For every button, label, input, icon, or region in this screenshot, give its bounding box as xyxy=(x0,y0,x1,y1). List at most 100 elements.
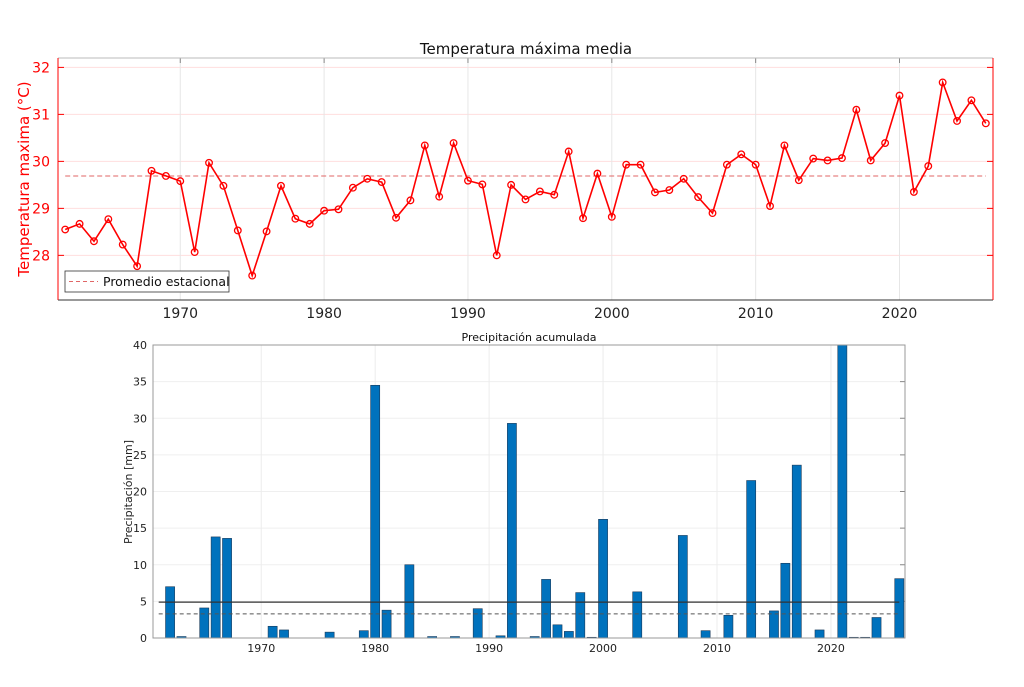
data-point xyxy=(248,271,257,280)
y-tick-label: 29 xyxy=(32,201,50,217)
y-tick-label: 31 xyxy=(32,107,50,123)
data-point xyxy=(420,141,429,150)
y-tick-label: 32 xyxy=(32,60,50,76)
data-point xyxy=(953,117,961,125)
y-tick-label: 20 xyxy=(133,486,147,499)
data-point xyxy=(564,147,573,156)
data-point xyxy=(679,174,688,183)
data-point xyxy=(233,226,242,235)
bar xyxy=(404,564,415,639)
bar xyxy=(507,423,517,639)
data-point xyxy=(61,225,70,234)
x-tick-label: 1980 xyxy=(361,642,389,655)
bar xyxy=(723,614,734,639)
temperature-line xyxy=(64,79,987,279)
x-tick-label: 2000 xyxy=(589,642,617,655)
data-point xyxy=(881,139,890,148)
bar xyxy=(552,624,563,639)
y-tick-label: 25 xyxy=(133,449,147,462)
y-tick-label: 30 xyxy=(32,154,50,170)
data-point xyxy=(161,171,170,180)
data-point xyxy=(363,174,372,183)
data-point xyxy=(708,209,717,218)
bar xyxy=(210,536,221,639)
bar xyxy=(370,384,381,639)
data-point xyxy=(622,160,631,169)
y-tick-label: 0 xyxy=(140,632,147,645)
data-point xyxy=(104,215,113,224)
bar xyxy=(700,630,711,639)
data-point xyxy=(133,262,142,271)
y-tick-label: 28 xyxy=(32,248,50,264)
bar xyxy=(677,535,688,639)
data-point xyxy=(277,181,285,190)
data-point xyxy=(895,91,904,100)
bar xyxy=(279,629,289,639)
data-point xyxy=(118,240,127,249)
bar xyxy=(871,617,882,639)
data-point xyxy=(852,105,861,114)
data-point xyxy=(320,206,329,215)
data-point xyxy=(809,154,818,163)
data-point xyxy=(521,195,530,204)
data-point xyxy=(967,96,976,105)
bar xyxy=(165,586,175,639)
x-tick-label: 2010 xyxy=(703,642,731,655)
data-point xyxy=(176,177,185,186)
data-point xyxy=(190,248,199,257)
x-tick-label: 1980 xyxy=(306,306,342,322)
bar xyxy=(769,610,779,639)
x-tick-label: 2020 xyxy=(882,306,918,322)
legend-box xyxy=(64,270,230,293)
data-point xyxy=(665,186,674,194)
temperature-y-label: Temperatura maxima (°C) xyxy=(15,81,33,277)
data-point xyxy=(722,160,731,169)
data-point xyxy=(866,156,875,165)
data-point xyxy=(593,169,602,178)
data-point xyxy=(435,192,444,201)
data-point xyxy=(938,78,947,87)
data-point xyxy=(607,212,616,221)
x-tick-label: 2000 xyxy=(594,306,630,322)
data-point xyxy=(550,190,559,199)
bar xyxy=(472,608,483,639)
data-point xyxy=(780,141,789,150)
data-point xyxy=(291,214,300,223)
temperature-chart-title: Temperatura máxima media xyxy=(419,40,632,58)
data-point xyxy=(794,176,803,185)
precipitation-y-label: Precipitación [mm] xyxy=(122,440,135,544)
bar xyxy=(632,591,643,639)
bar xyxy=(575,592,586,639)
data-point xyxy=(492,251,501,260)
data-point xyxy=(147,166,156,175)
bar xyxy=(381,609,392,639)
bar xyxy=(324,631,335,639)
y-tick-label: 15 xyxy=(133,522,147,535)
data-point xyxy=(334,205,343,214)
data-point xyxy=(464,176,472,185)
bar xyxy=(267,625,278,639)
data-point xyxy=(823,156,832,165)
bar xyxy=(598,519,608,639)
data-point xyxy=(838,154,846,163)
data-point xyxy=(751,160,760,169)
y-tick-label: 30 xyxy=(133,412,147,425)
legend-entry-mean: Promedio estacional xyxy=(103,274,230,289)
bar xyxy=(837,344,848,639)
bar xyxy=(541,579,551,639)
data-point xyxy=(909,187,918,196)
y-tick-label: 35 xyxy=(133,376,147,389)
data-point xyxy=(262,227,271,236)
data-point xyxy=(219,181,228,190)
bar xyxy=(199,607,210,639)
y-tick-label: 10 xyxy=(133,559,147,572)
data-point xyxy=(507,180,516,189)
data-point xyxy=(737,150,746,159)
data-point xyxy=(636,160,645,169)
axes-box xyxy=(152,344,906,639)
x-tick-label: 1970 xyxy=(162,306,198,322)
data-point xyxy=(377,178,386,187)
x-tick-label: 1990 xyxy=(450,306,486,322)
data-point xyxy=(535,187,544,196)
